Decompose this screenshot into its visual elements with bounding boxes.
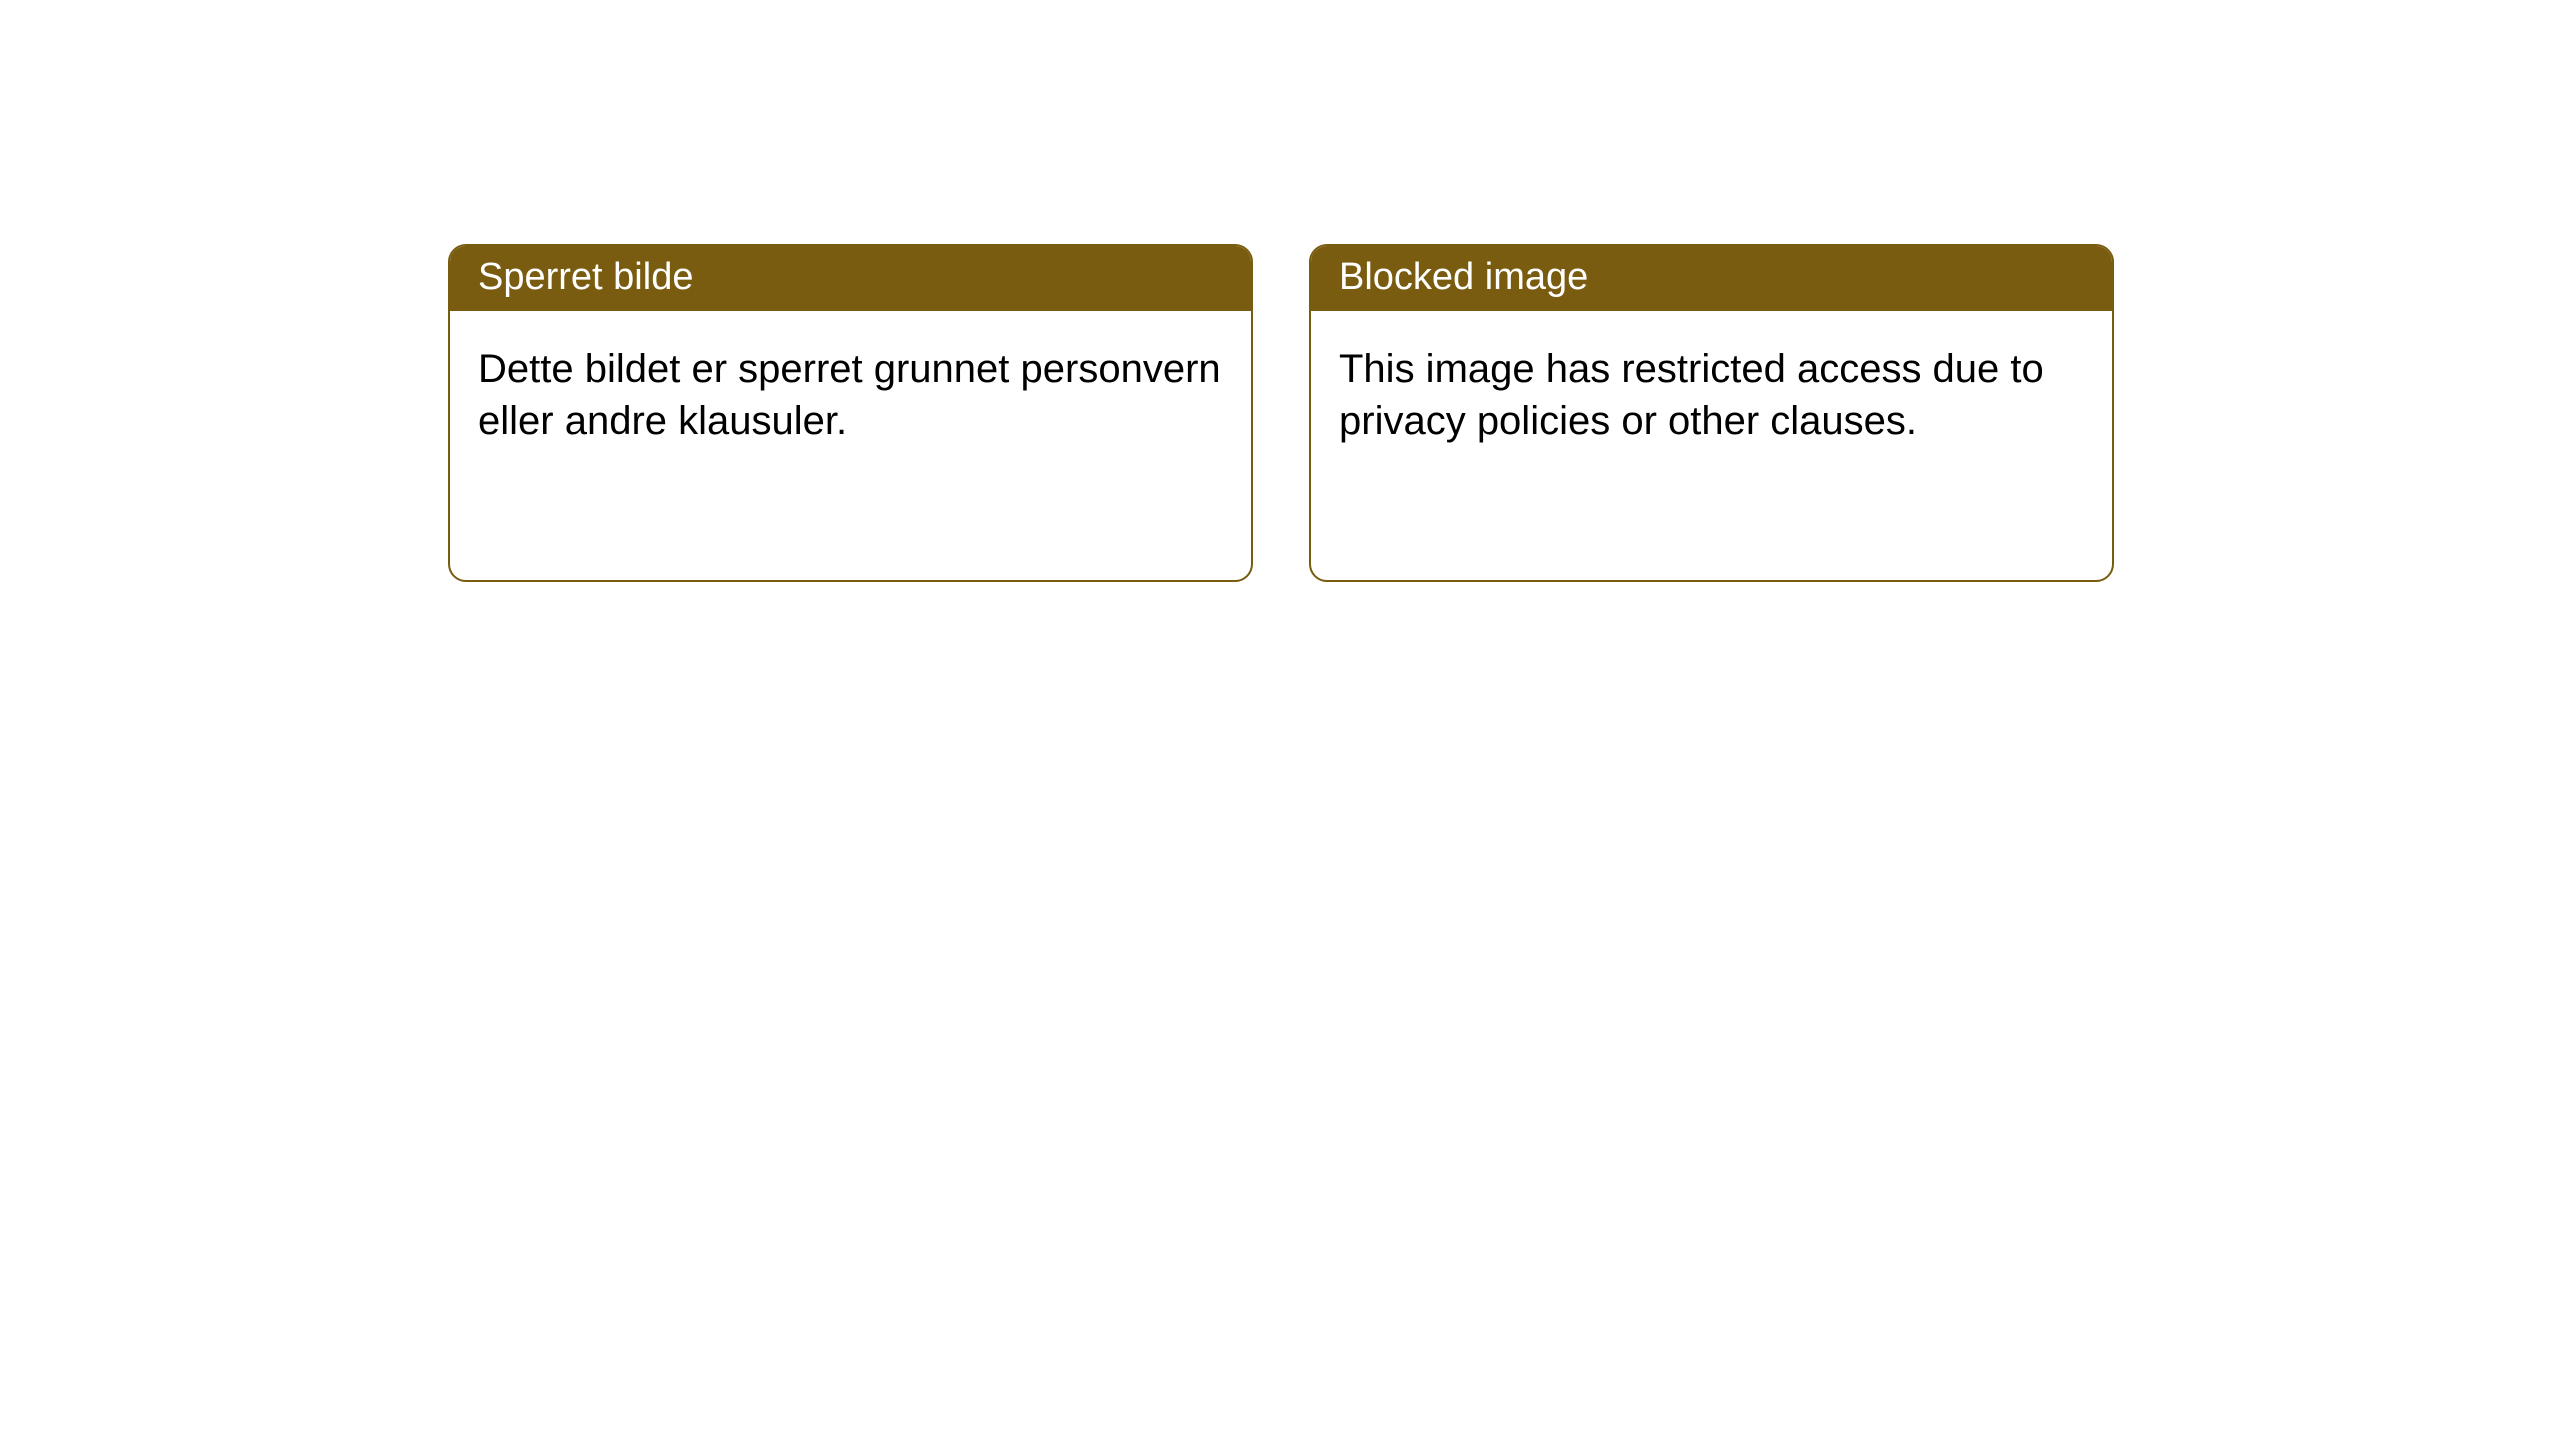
notice-title-english: Blocked image	[1311, 246, 2112, 311]
notice-card-norwegian: Sperret bilde Dette bildet er sperret gr…	[448, 244, 1253, 582]
notice-title-norwegian: Sperret bilde	[450, 246, 1251, 311]
notice-container: Sperret bilde Dette bildet er sperret gr…	[0, 0, 2560, 582]
notice-body-norwegian: Dette bildet er sperret grunnet personve…	[450, 311, 1251, 479]
notice-card-english: Blocked image This image has restricted …	[1309, 244, 2114, 582]
notice-body-english: This image has restricted access due to …	[1311, 311, 2112, 479]
